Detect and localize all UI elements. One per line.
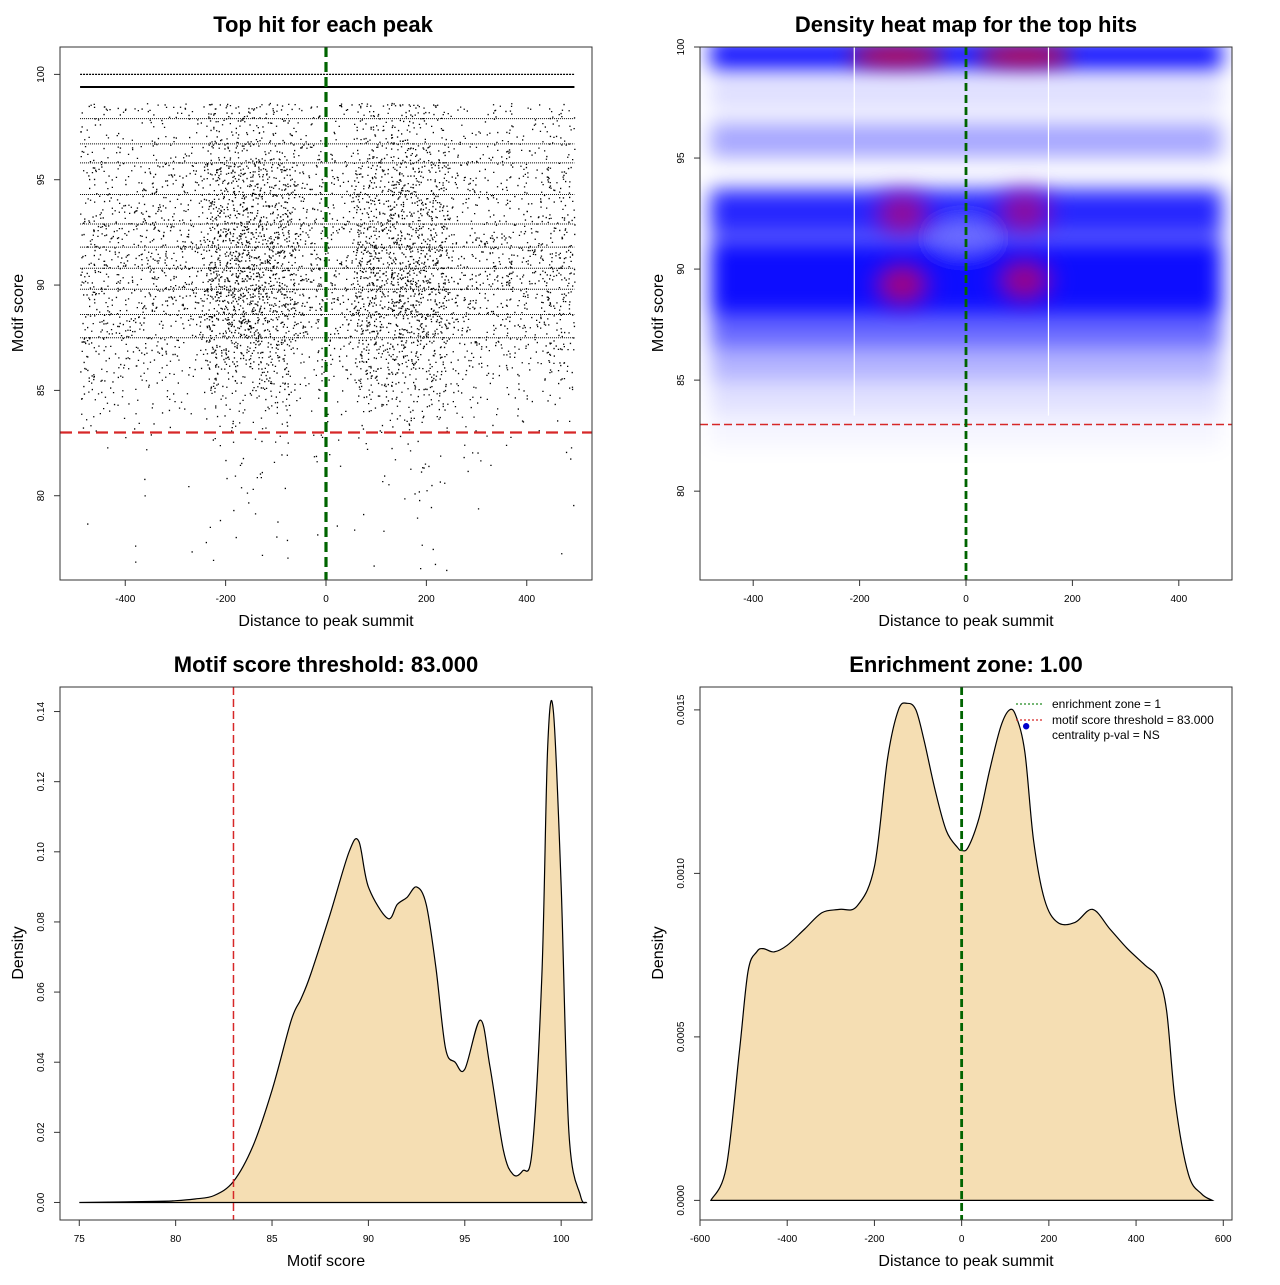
x-axis-label: Distance to peak summit [238, 613, 414, 630]
y-tick-label: 80 [676, 485, 687, 497]
y-tick-label: 0.0015 [676, 694, 687, 725]
x-tick-label: 0 [959, 1234, 965, 1245]
x-tick-label: 80 [170, 1234, 182, 1245]
y-tick-label: 0.00 [36, 1192, 47, 1212]
legend: enrichment zone = 1 motif score threshol… [1016, 697, 1214, 742]
chart-title: Motif score threshold: 83.000 [174, 652, 478, 677]
chart-title: Density heat map for the top hits [795, 12, 1137, 37]
panel-distance-density: Enrichment zone: 1.00 -600 -400 -200 0 200 40… [650, 652, 1233, 1270]
y-tick-label: 95 [676, 152, 687, 164]
y-tick-label: 0.08 [36, 912, 47, 932]
y-tick-label: 90 [36, 279, 47, 291]
panel-heatmap: Density heat map for the top hits -400 -2… [650, 12, 1233, 630]
density-gap [935, 223, 992, 252]
density-band [710, 413, 1222, 447]
chart-title: Top hit for each peak [213, 12, 433, 37]
legend-label: enrichment zone = 1 [1052, 697, 1161, 711]
x-tick-label: 200 [1041, 1234, 1058, 1245]
x-tick-label: -200 [864, 1234, 884, 1245]
scatter-point-cloud [80, 102, 576, 572]
y-tick-label: 0.06 [36, 982, 47, 1002]
y-tick-label: 0.0010 [676, 858, 687, 889]
density-band [710, 122, 1222, 159]
y-tick-label: 0.12 [36, 772, 47, 792]
density-hotspot [976, 47, 1073, 64]
y-axis-label: Motif score [650, 274, 667, 352]
chart-title: Enrichment zone: 1.00 [849, 652, 1083, 677]
scatter-points [80, 73, 576, 572]
axis-ticks: -600 -400 -200 0 200 400 600 0.0000 0.0005 0.0010… [676, 694, 1232, 1245]
legend-label: motif score threshold = 83.000 [1052, 713, 1214, 727]
panel-score-density: Motif score threshold: 83.000 75 80 85 90 95… [10, 652, 593, 1270]
x-tick-label: 85 [266, 1234, 278, 1245]
y-tick-label: 95 [36, 174, 47, 186]
y-tick-label: 0.10 [36, 842, 47, 862]
y-tick-label: 100 [676, 38, 687, 55]
density-red-layer [848, 47, 1073, 311]
y-tick-label: 80 [36, 490, 47, 502]
x-tick-label: 400 [1128, 1234, 1145, 1245]
density-hotspot [848, 47, 945, 64]
density-hotspot-halo [868, 187, 937, 240]
x-axis-label: Motif score [287, 1253, 365, 1270]
centrality-pval-dot [1022, 723, 1030, 730]
x-axis-label: Distance to peak summit [878, 1253, 1054, 1270]
y-axis-label: Density [10, 926, 27, 979]
y-tick-label: 100 [36, 66, 47, 83]
y-axis-label: Density [650, 926, 667, 979]
y-tick-label: 0.02 [36, 1122, 47, 1142]
axis-ticks: 75 80 85 90 95 100 0.00 0.02 0.04 0.06 0.08 0.10 0.1… [36, 701, 570, 1245]
y-tick-label: 85 [676, 374, 687, 386]
x-tick-label: 400 [518, 594, 535, 605]
plot-frame [699, 46, 1233, 581]
legend-label: centrality p-val = NS [1052, 728, 1160, 742]
y-tick-label: 85 [36, 384, 47, 396]
x-tick-label: -400 [115, 594, 135, 605]
y-tick-label: 0.04 [36, 1052, 47, 1072]
x-tick-label: 200 [418, 594, 435, 605]
y-tick-label: 0.14 [36, 701, 47, 721]
x-tick-label: 95 [459, 1234, 471, 1245]
y-axis-label: Motif score [10, 274, 27, 352]
plot-frame [59, 46, 593, 581]
x-axis-label: Distance to peak summit [878, 613, 1054, 630]
density-band [710, 47, 1222, 70]
density-hotspot-halo [990, 254, 1059, 307]
x-tick-label: -400 [777, 1234, 797, 1245]
y-tick-label: 90 [676, 263, 687, 275]
grid-white-lines [853, 47, 1050, 416]
x-tick-label: -600 [690, 1234, 710, 1245]
x-tick-label: -400 [743, 594, 763, 605]
plot-frame [59, 686, 593, 1221]
axis-ticks: -400 -200 0 200 400 80 85 90 95 100 [676, 38, 1188, 605]
plot-frame [699, 686, 1233, 1221]
x-tick-label: 100 [553, 1234, 570, 1245]
y-tick-label: 0.0005 [676, 1021, 687, 1052]
x-tick-label: -200 [216, 594, 236, 605]
density-hotspot-halo [868, 258, 937, 311]
x-tick-label: 0 [323, 594, 329, 605]
x-tick-label: 0 [963, 594, 969, 605]
x-tick-label: 200 [1064, 594, 1081, 605]
density-hotspot-halo [990, 185, 1059, 238]
x-tick-label: 400 [1170, 594, 1187, 605]
x-tick-label: 90 [363, 1234, 375, 1245]
panel-scatter: Top hit for each peak -400 -200 0 200 400 80 8… [10, 12, 593, 630]
x-tick-label: -200 [850, 594, 870, 605]
y-tick-label: 0.0000 [676, 1185, 687, 1216]
x-tick-label: 600 [1215, 1234, 1232, 1245]
x-tick-label: 75 [74, 1234, 86, 1245]
density-curve [79, 699, 588, 1204]
axis-ticks: -400 -200 0 200 400 80 85 90 95 100 [36, 66, 536, 605]
